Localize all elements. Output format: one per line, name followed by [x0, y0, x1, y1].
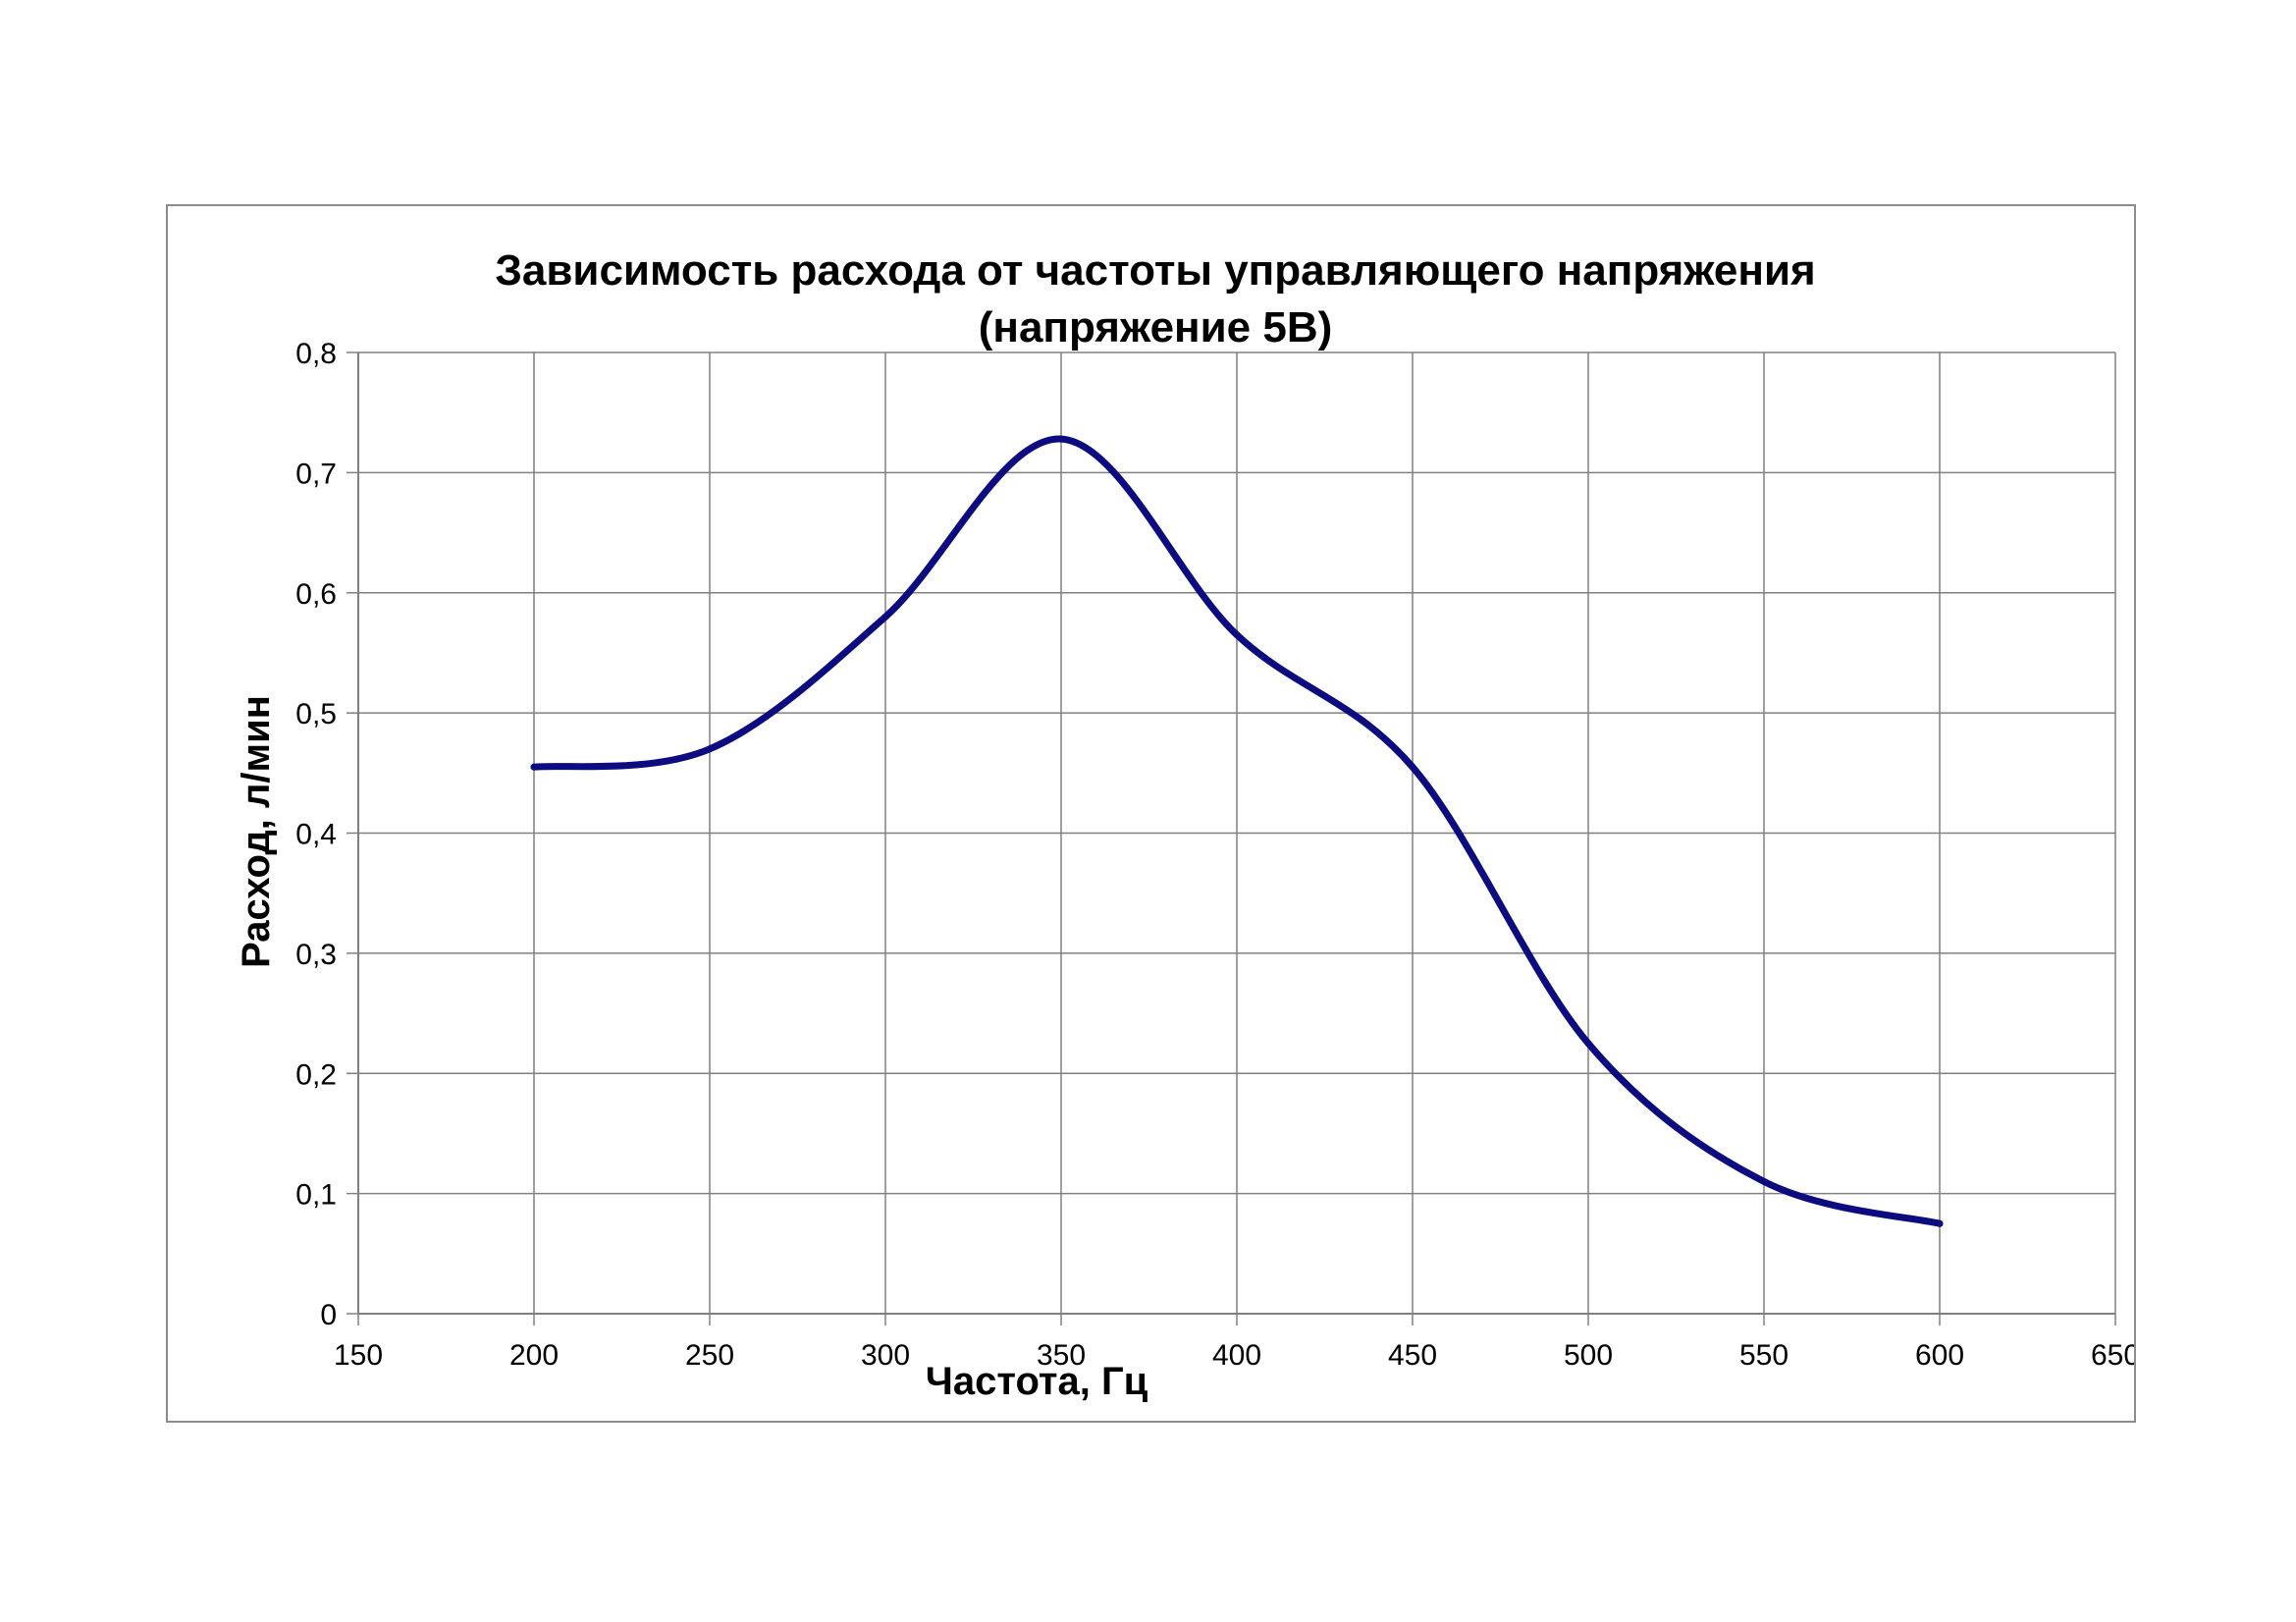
data-point [1233, 631, 1241, 639]
y-tick-label: 0,2 [295, 1058, 337, 1091]
y-tick-label: 0,4 [295, 819, 337, 851]
y-tick-label: 0,3 [295, 939, 337, 971]
chart-svg: Зависимость расхода от частоты управляющ… [235, 246, 2134, 1403]
x-tick-label: 500 [1564, 1339, 1613, 1372]
series-layer [530, 435, 1944, 1227]
data-point [530, 763, 538, 771]
x-tick-label: 350 [1037, 1339, 1086, 1372]
y-tick-label: 0 [320, 1299, 337, 1331]
x-axis-title: Частота, Гц [926, 1360, 1148, 1403]
data-point [1409, 763, 1416, 771]
data-point [1936, 1219, 1944, 1227]
y-tick-label: 0,1 [295, 1179, 337, 1212]
grid-lines [358, 351, 2116, 1314]
tick-labels: 0 0,1 0,2 0,3 0,4 0,5 0,6 0,7 0,8 150 200 250 300 350… [295, 338, 2134, 1372]
data-point [1584, 1040, 1592, 1048]
x-tick-label: 550 [1739, 1339, 1789, 1372]
x-tick-label: 300 [861, 1339, 910, 1372]
y-axis-title: Расход, л/мин [235, 695, 278, 968]
chart-title-line-2: (напряжение 5В) [979, 303, 1333, 351]
y-tick-label: 0,7 [295, 458, 337, 490]
data-point [881, 613, 889, 621]
chart-area: Зависимость расхода от частоты управляющ… [166, 204, 2136, 1423]
x-tick-label: 400 [1212, 1339, 1261, 1372]
chart-title-line-1: Зависимость расхода от частоты управляющ… [495, 246, 1815, 295]
y-tick-label: 0,8 [295, 338, 337, 370]
x-tick-label: 250 [685, 1339, 734, 1372]
x-tick-label: 200 [509, 1339, 559, 1372]
data-point [1760, 1177, 1768, 1185]
data-point [706, 745, 714, 753]
data-point [1057, 435, 1065, 443]
y-tick-label: 0,6 [295, 578, 337, 611]
y-tick-label: 0,5 [295, 698, 337, 730]
axes [347, 351, 2116, 1325]
x-tick-label: 450 [1388, 1339, 1437, 1372]
x-tick-label: 650 [2091, 1339, 2134, 1372]
x-tick-label: 600 [1915, 1339, 1964, 1372]
x-tick-label: 150 [334, 1339, 383, 1372]
